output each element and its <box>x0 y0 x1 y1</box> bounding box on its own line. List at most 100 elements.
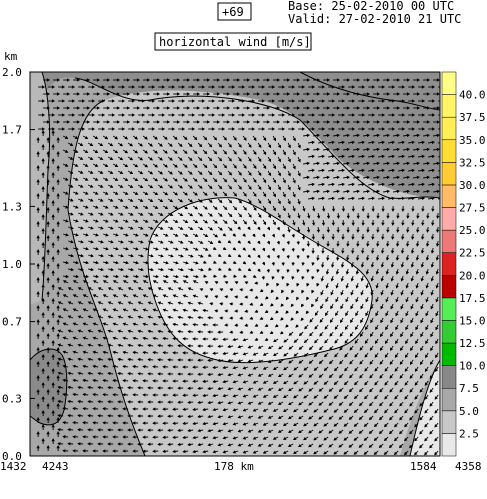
wind-arrow-head <box>386 106 391 110</box>
wind-arrow-head <box>374 354 378 358</box>
wind-arrow-head <box>303 437 307 441</box>
wind-arrow-head <box>306 133 311 138</box>
wind-arrow-head <box>97 442 101 446</box>
wind-arrow-head <box>267 443 272 447</box>
wind-arrow-head <box>110 240 114 244</box>
wind-arrow-head <box>380 292 384 296</box>
wind-arrow-head <box>333 451 337 455</box>
wind-arrow-head <box>246 120 251 124</box>
wind-arrow-head <box>253 221 257 225</box>
wind-arrow-head <box>137 442 141 446</box>
wind-arrow-head <box>430 236 435 240</box>
wind-arrow-head <box>313 367 318 371</box>
wind-arrow-head <box>411 182 416 187</box>
wind-arrow-head <box>430 292 434 296</box>
wind-arrow-head <box>82 406 86 411</box>
wind-arrow-head <box>41 186 45 190</box>
wind-arrow-head <box>181 127 186 131</box>
wind-arrow-head <box>67 428 71 432</box>
wind-arrow-head <box>36 403 40 407</box>
wind-arrow-head <box>222 408 226 412</box>
wind-arrow-head <box>89 142 94 146</box>
wind-arrow-head <box>259 302 264 306</box>
wind-arrow-head <box>395 312 399 317</box>
wind-arrow-head <box>360 264 365 268</box>
wind-arrow-head <box>160 240 164 244</box>
wind-arrow-head <box>271 85 276 89</box>
wind-arrow-head <box>41 284 45 288</box>
colorbar-label: 35.0 <box>459 134 486 147</box>
wind-arrow-head <box>371 127 376 131</box>
wind-arrow-head <box>134 191 139 195</box>
wind-arrow-head <box>244 281 248 285</box>
wind-arrow-head <box>331 250 335 254</box>
wind-arrow-head <box>86 106 91 110</box>
wind-arrow-head <box>324 340 328 344</box>
wind-arrow-head <box>57 442 61 446</box>
wind-arrow-head <box>336 133 341 138</box>
wind-arrow-head <box>303 353 308 357</box>
wind-arrow-head <box>251 127 256 131</box>
wind-arrow-head <box>162 280 167 284</box>
wind-arrow-head <box>159 212 164 216</box>
wind-arrow-head <box>192 365 196 369</box>
wind-arrow-head <box>187 372 191 376</box>
wind-arrow-head <box>348 416 353 420</box>
wind-arrow-head <box>112 393 116 397</box>
wind-arrow-head <box>401 113 406 117</box>
wind-arrow-head <box>155 247 159 251</box>
wind-arrow-head <box>344 340 348 344</box>
wind-arrow-head <box>223 178 228 183</box>
wind-arrow-head <box>261 261 266 266</box>
wind-arrow-head <box>386 147 391 152</box>
wind-arrow-head <box>87 371 91 376</box>
wind-arrow-head <box>430 305 434 310</box>
wind-arrow-head <box>421 222 425 226</box>
wind-arrow-head <box>147 400 151 404</box>
wind-arrow-head <box>291 289 295 294</box>
wind-arrow-head <box>343 381 348 386</box>
wind-arrow-head <box>164 136 168 140</box>
wind-arrow-head <box>167 414 171 418</box>
wind-arrow-head <box>405 243 410 247</box>
wind-arrow-head <box>380 319 384 324</box>
wind-arrow-head <box>179 226 184 230</box>
wind-arrow-head <box>162 421 166 425</box>
wind-arrow-head <box>127 371 131 376</box>
wind-arrow-head <box>192 308 196 313</box>
wind-arrow-head <box>120 267 124 272</box>
wind-arrow-head <box>409 361 414 365</box>
wind-arrow-head <box>72 392 76 397</box>
wind-arrow-head <box>70 184 74 188</box>
wind-arrow-head <box>425 354 429 359</box>
wind-arrow-head <box>364 368 368 372</box>
wind-arrow-head <box>102 364 106 369</box>
wind-arrow-head <box>218 199 223 204</box>
wind-arrow-head <box>132 435 136 439</box>
wind-arrow-head <box>122 449 126 453</box>
wind-arrow-head <box>338 402 343 406</box>
wind-arrow-head <box>326 133 331 138</box>
wind-arrow-head <box>390 250 395 254</box>
wind-arrow-head <box>288 401 292 406</box>
wind-arrow-head <box>370 305 374 310</box>
wind-arrow-head <box>125 274 129 279</box>
wind-arrow-head <box>80 240 84 244</box>
wind-arrow-head <box>311 303 315 308</box>
wind-arrow-head <box>106 92 111 96</box>
wind-arrow-head <box>187 442 191 447</box>
wind-arrow-head <box>77 357 81 362</box>
wind-arrow-head <box>340 264 345 268</box>
wind-arrow-head <box>179 199 184 203</box>
wind-arrow-head <box>318 388 323 392</box>
wind-arrow-head <box>243 193 247 197</box>
wind-arrow-head <box>152 365 156 369</box>
wind-arrow-head <box>287 429 292 433</box>
wind-arrow-head <box>214 295 218 299</box>
wind-arrow-head <box>268 172 272 177</box>
wind-arrow-head <box>195 247 199 251</box>
wind-arrow-head <box>396 78 401 82</box>
colorbar-swatch <box>441 342 457 366</box>
wind-arrow-head <box>62 280 67 284</box>
